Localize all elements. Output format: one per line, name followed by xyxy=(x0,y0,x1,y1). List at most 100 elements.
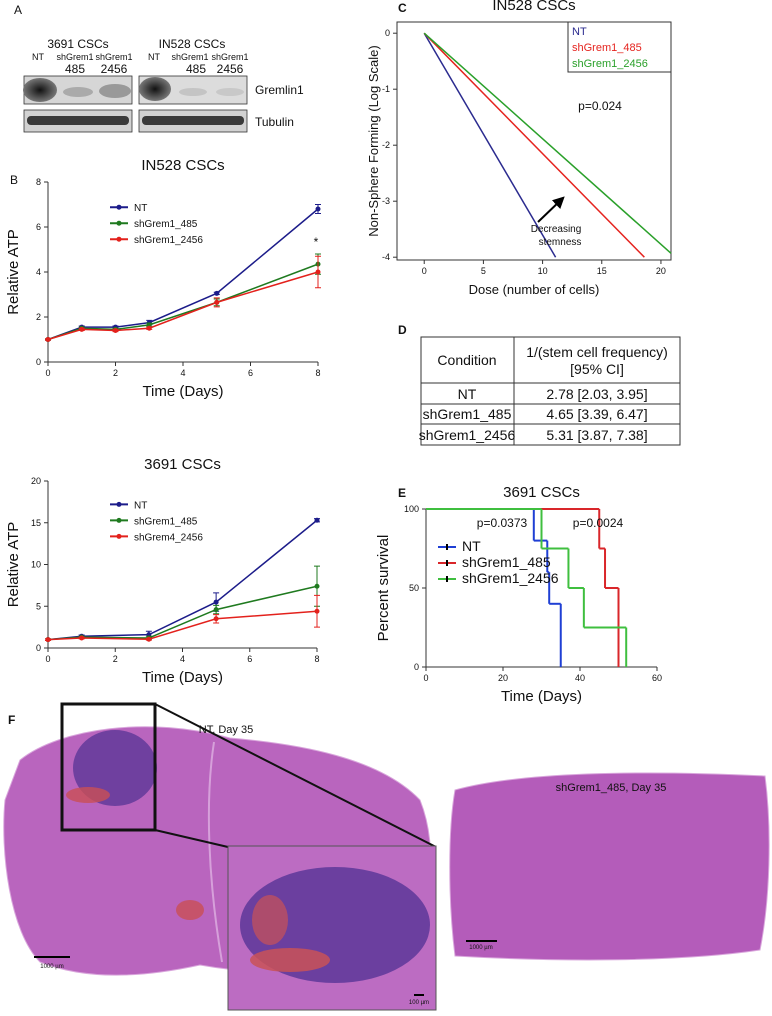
y-tick-label: -3 xyxy=(382,196,390,206)
lane-number: 485 xyxy=(65,62,85,76)
series-line xyxy=(47,271,319,341)
table-header: 1/(stem cell frequency) xyxy=(526,344,668,360)
hemorrhage xyxy=(252,895,288,945)
chart-title: 3691 CSCs xyxy=(503,484,580,501)
data-point xyxy=(214,299,220,305)
blot-band xyxy=(27,116,129,125)
chart-title: IN528 CSCs xyxy=(492,0,575,14)
legend-marker xyxy=(116,236,122,242)
y-tick-label: 15 xyxy=(31,518,41,528)
x-tick-label: 4 xyxy=(180,654,185,664)
annotation: Decreasing xyxy=(531,224,582,235)
scale-label: 1000 µm xyxy=(469,945,492,951)
x-tick-label: 0 xyxy=(45,368,50,378)
y-axis-label: Non-Sphere Forming (Log Scale) xyxy=(366,45,381,236)
band-label: Gremlin1 xyxy=(255,83,304,97)
table-cell: 5.31 [3.87, 7.38] xyxy=(546,427,647,443)
y-tick-label: 10 xyxy=(31,560,41,570)
lane-label: shGrem1 xyxy=(95,52,132,62)
legend-label: shGrem4_2456 xyxy=(134,532,203,543)
x-axis-label: Dose (number of cells) xyxy=(469,282,600,297)
x-tick-label: 20 xyxy=(656,266,666,276)
x-tick-label: 6 xyxy=(248,368,253,378)
x-tick-label: 8 xyxy=(314,654,319,664)
data-point xyxy=(113,328,118,333)
y-tick-label: 0 xyxy=(414,662,419,672)
data-point xyxy=(79,635,85,641)
panel-letter: C xyxy=(398,1,407,15)
blot-band xyxy=(179,88,207,96)
blot-band xyxy=(63,87,93,97)
annotation: p=0.0373 xyxy=(477,516,528,530)
western-blot: 3691 CSCs IN528 CSCs NT shGrem1 shGrem1 … xyxy=(23,37,304,133)
series-line xyxy=(423,32,557,258)
x-tick-label: 0 xyxy=(423,673,428,683)
data-point xyxy=(314,608,320,614)
series-line xyxy=(423,32,645,258)
data-point xyxy=(314,583,320,589)
panel-letter: B xyxy=(10,173,18,187)
data-point xyxy=(79,326,85,332)
panel-letter: D xyxy=(398,323,407,337)
panel-letter: F xyxy=(8,713,15,727)
x-tick-label: 60 xyxy=(652,673,662,683)
x-axis-label: Time (Days) xyxy=(501,688,582,705)
hemorrhage xyxy=(250,948,330,972)
lane-number: 2456 xyxy=(217,62,244,76)
data-point xyxy=(146,636,152,642)
table-cell: NT xyxy=(458,386,477,402)
x-tick-label: 15 xyxy=(597,266,607,276)
x-tick-label: 0 xyxy=(45,654,50,664)
brain-section xyxy=(449,772,770,961)
chart-title: IN528 CSCs xyxy=(141,157,224,174)
table-header: Condition xyxy=(437,352,496,368)
table-border xyxy=(420,336,681,446)
lane-number: 2456 xyxy=(101,62,128,76)
blot-band xyxy=(139,77,171,101)
data-point xyxy=(146,325,152,331)
data-point xyxy=(315,269,321,275)
lane-label: shGrem1 xyxy=(171,52,208,62)
blot-band xyxy=(142,116,244,125)
panel-letter: A xyxy=(14,3,22,17)
table-cell: 2.78 [2.03, 3.95] xyxy=(546,386,647,402)
legend-label: shGrem1_2456 xyxy=(572,58,648,70)
legend-label: shGrem1_485 xyxy=(134,516,198,527)
x-tick-label: 10 xyxy=(538,266,548,276)
lane-label: NT xyxy=(32,52,44,62)
table xyxy=(420,336,681,446)
legend-label: shGrem1_485 xyxy=(134,219,198,230)
data-point xyxy=(314,517,320,523)
table-cell: shGrem1_485 xyxy=(423,406,512,422)
data-point xyxy=(45,637,51,643)
y-tick-label: -4 xyxy=(382,252,390,262)
histology xyxy=(3,702,770,1011)
hemorrhage xyxy=(176,900,204,920)
x-axis-label: Time (Days) xyxy=(142,383,223,400)
arrow xyxy=(537,196,565,223)
y-tick-label: 2 xyxy=(36,312,41,322)
legend-label: NT xyxy=(134,500,147,511)
chart-title: 3691 CSCs xyxy=(144,456,221,473)
legend-label: NT xyxy=(462,538,481,554)
annotation: stemness xyxy=(539,237,582,248)
data-point xyxy=(45,337,51,342)
legend-marker xyxy=(116,204,122,210)
y-tick-label: 100 xyxy=(404,504,419,514)
lane-label: shGrem1 xyxy=(211,52,248,62)
annotation: p=0.0024 xyxy=(573,516,624,530)
data-point xyxy=(214,290,220,296)
series-line xyxy=(47,610,318,641)
table-header: [95% CI] xyxy=(570,361,624,377)
hemorrhage xyxy=(66,787,110,803)
zoom-box xyxy=(60,702,157,832)
y-tick-label: 5 xyxy=(36,601,41,611)
legend-label: NT xyxy=(134,203,147,214)
y-axis-label: Relative ATP xyxy=(5,229,22,315)
table-cell: 4.65 [3.39, 6.47] xyxy=(546,406,647,422)
legend-marker xyxy=(116,533,122,539)
legend-label: shGrem1_2456 xyxy=(134,235,203,246)
blot-band xyxy=(23,78,57,102)
